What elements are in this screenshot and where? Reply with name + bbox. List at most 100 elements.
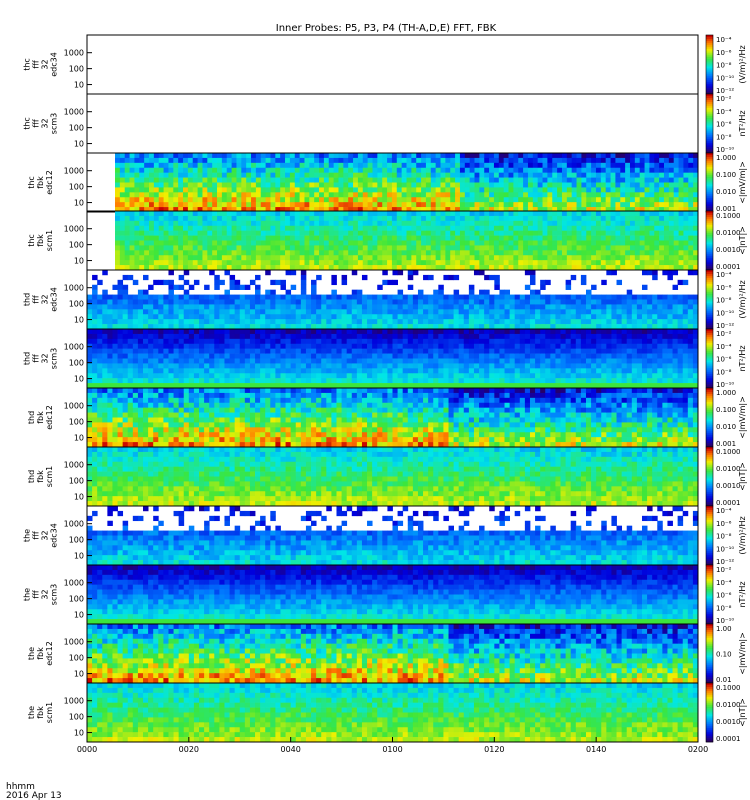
cell bbox=[148, 378, 154, 384]
cell bbox=[489, 202, 495, 208]
cell bbox=[255, 284, 261, 290]
cell bbox=[503, 235, 509, 241]
panel-label-line: fff bbox=[32, 119, 41, 128]
cell bbox=[489, 250, 495, 256]
cell bbox=[610, 230, 616, 236]
cell bbox=[586, 240, 592, 246]
cell bbox=[683, 172, 689, 178]
cell bbox=[585, 319, 592, 325]
cell bbox=[673, 197, 679, 203]
cell bbox=[484, 202, 490, 208]
cell bbox=[300, 294, 307, 300]
cell bbox=[129, 167, 135, 173]
cell bbox=[362, 172, 369, 178]
cell bbox=[455, 187, 461, 193]
cell bbox=[387, 294, 393, 300]
cell bbox=[443, 363, 449, 369]
cell bbox=[343, 197, 349, 203]
cell bbox=[341, 353, 348, 359]
cell bbox=[503, 187, 509, 193]
cell bbox=[668, 153, 675, 159]
cell bbox=[229, 299, 236, 305]
cell bbox=[396, 250, 403, 256]
cell bbox=[144, 197, 150, 203]
colorbar-step bbox=[706, 154, 713, 158]
cell bbox=[115, 202, 121, 208]
cell bbox=[433, 373, 439, 379]
cell bbox=[137, 329, 144, 335]
cell bbox=[425, 215, 432, 222]
cell bbox=[412, 333, 419, 340]
cell bbox=[168, 373, 174, 379]
cell bbox=[519, 319, 526, 325]
panel-frame bbox=[86, 34, 699, 95]
cell bbox=[285, 255, 291, 261]
cell bbox=[251, 245, 257, 251]
cell bbox=[304, 225, 310, 231]
cell bbox=[443, 324, 449, 330]
cell bbox=[654, 235, 660, 241]
cell bbox=[479, 177, 485, 183]
cell bbox=[168, 240, 174, 246]
cell bbox=[644, 211, 650, 217]
cell bbox=[249, 373, 256, 379]
cell bbox=[158, 260, 164, 266]
cell bbox=[187, 225, 194, 231]
cell bbox=[411, 202, 417, 208]
chart-title: Inner Probes: P5, P3, P4 (TH-A,D,E) FFT,… bbox=[276, 23, 497, 34]
cell bbox=[610, 177, 616, 183]
cell bbox=[662, 314, 668, 320]
y-tick-label: 1000 bbox=[64, 49, 84, 58]
cell bbox=[448, 343, 454, 349]
cell bbox=[581, 260, 587, 266]
cell bbox=[600, 192, 607, 198]
cell bbox=[226, 197, 232, 203]
cell bbox=[401, 260, 407, 266]
cell bbox=[204, 304, 210, 310]
cell bbox=[532, 172, 539, 178]
cell bbox=[178, 182, 184, 188]
y-tick-label: 100 bbox=[69, 300, 84, 309]
cell bbox=[129, 250, 135, 256]
cell bbox=[226, 167, 232, 173]
cell bbox=[129, 235, 135, 241]
cell bbox=[372, 157, 378, 164]
cell bbox=[357, 235, 364, 241]
cell bbox=[97, 324, 103, 330]
colorbar-step bbox=[706, 307, 713, 310]
cell bbox=[401, 207, 407, 213]
cell bbox=[207, 240, 213, 246]
cell bbox=[285, 383, 292, 389]
cell bbox=[139, 177, 145, 183]
cell bbox=[260, 153, 267, 159]
cell bbox=[207, 192, 213, 198]
cell bbox=[143, 299, 149, 305]
cell bbox=[202, 265, 208, 271]
cell bbox=[620, 172, 626, 178]
cell bbox=[591, 225, 597, 231]
cell bbox=[132, 353, 139, 359]
cell bbox=[163, 363, 169, 369]
cell bbox=[435, 245, 441, 251]
cell bbox=[132, 279, 139, 286]
cell bbox=[668, 240, 675, 246]
cell bbox=[168, 153, 174, 159]
cell bbox=[518, 187, 524, 193]
cell bbox=[280, 192, 286, 198]
cell bbox=[241, 235, 247, 241]
cell bbox=[356, 378, 363, 384]
cell bbox=[112, 329, 118, 335]
colorbar-step bbox=[706, 78, 713, 81]
cell bbox=[626, 309, 633, 315]
cell bbox=[537, 260, 543, 266]
cell bbox=[255, 245, 262, 251]
cell bbox=[107, 309, 113, 315]
cell bbox=[336, 353, 342, 359]
cell bbox=[204, 314, 210, 320]
cell bbox=[428, 373, 434, 379]
cell bbox=[285, 207, 291, 213]
cell bbox=[663, 260, 670, 266]
cell bbox=[280, 333, 286, 340]
cell bbox=[333, 255, 339, 261]
